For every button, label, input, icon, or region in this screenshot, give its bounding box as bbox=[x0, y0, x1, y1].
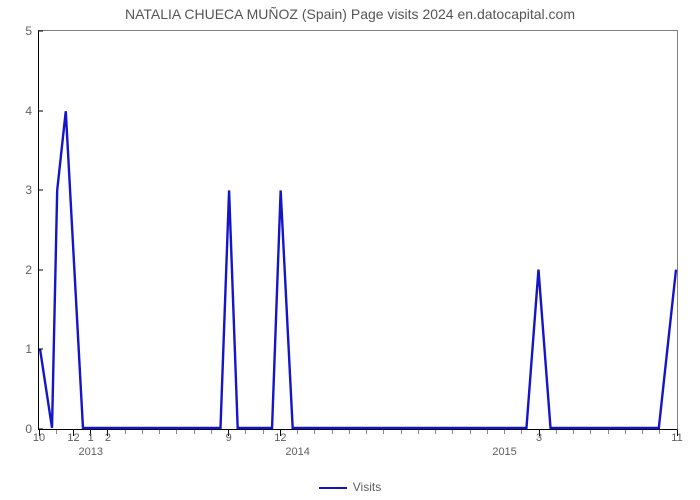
x-tick-label: 1 bbox=[88, 432, 94, 444]
x-tick-label: 10 bbox=[33, 432, 45, 444]
x-minor-tick-mark bbox=[56, 430, 57, 434]
x-minor-tick-mark bbox=[470, 430, 471, 434]
x-minor-tick-mark bbox=[159, 430, 160, 434]
x-minor-tick-mark bbox=[401, 430, 402, 434]
y-tick-mark bbox=[38, 110, 43, 111]
x-minor-tick-mark bbox=[176, 430, 177, 434]
legend-label: Visits bbox=[353, 480, 381, 494]
x-minor-tick-mark bbox=[125, 430, 126, 434]
x-minor-tick-mark bbox=[418, 430, 419, 434]
x-minor-tick-mark bbox=[435, 430, 436, 434]
x-minor-tick-mark bbox=[366, 430, 367, 434]
x-minor-tick-mark bbox=[314, 430, 315, 434]
x-year-label: 2014 bbox=[285, 446, 309, 458]
chart-container: NATALIA CHUECA MUÑOZ (Spain) Page visits… bbox=[0, 0, 700, 500]
y-tick-mark bbox=[38, 190, 43, 191]
x-minor-tick-mark bbox=[521, 430, 522, 434]
y-tick-label: 4 bbox=[0, 104, 32, 118]
x-minor-tick-mark bbox=[349, 430, 350, 434]
x-tick-label: 2 bbox=[105, 432, 111, 444]
x-minor-tick-mark bbox=[573, 430, 574, 434]
legend: Visits bbox=[0, 480, 700, 494]
legend-swatch bbox=[319, 487, 347, 489]
x-minor-tick-mark bbox=[504, 430, 505, 434]
y-tick-label: 5 bbox=[0, 24, 32, 38]
x-minor-tick-mark bbox=[245, 430, 246, 434]
x-year-label: 2015 bbox=[492, 446, 516, 458]
x-tick-label: 3 bbox=[536, 432, 542, 444]
x-year-label: 2013 bbox=[78, 446, 102, 458]
x-minor-tick-mark bbox=[297, 430, 298, 434]
x-minor-tick-mark bbox=[556, 430, 557, 434]
x-tick-label: 9 bbox=[226, 432, 232, 444]
x-minor-tick-mark bbox=[659, 430, 660, 434]
y-tick-label: 3 bbox=[0, 183, 32, 197]
y-tick-mark bbox=[38, 31, 43, 32]
x-minor-tick-mark bbox=[642, 430, 643, 434]
x-minor-tick-mark bbox=[142, 430, 143, 434]
x-minor-tick-mark bbox=[608, 430, 609, 434]
y-tick-mark bbox=[38, 349, 43, 350]
x-minor-tick-mark bbox=[194, 430, 195, 434]
x-minor-tick-mark bbox=[590, 430, 591, 434]
x-minor-tick-mark bbox=[211, 430, 212, 434]
x-minor-tick-mark bbox=[263, 430, 264, 434]
x-tick-label: 11 bbox=[671, 432, 682, 444]
y-tick-label: 2 bbox=[0, 263, 32, 277]
x-tick-label: 12 bbox=[274, 432, 286, 444]
x-minor-tick-mark bbox=[383, 430, 384, 434]
y-tick-label: 0 bbox=[0, 422, 32, 436]
x-minor-tick-mark bbox=[452, 430, 453, 434]
x-tick-label: 12 bbox=[67, 432, 79, 444]
x-minor-tick-mark bbox=[487, 430, 488, 434]
line-series bbox=[39, 31, 677, 429]
chart-title: NATALIA CHUECA MUÑOZ (Spain) Page visits… bbox=[0, 6, 700, 22]
x-minor-tick-mark bbox=[332, 430, 333, 434]
y-tick-mark bbox=[38, 269, 43, 270]
y-tick-label: 1 bbox=[0, 342, 32, 356]
x-minor-tick-mark bbox=[625, 430, 626, 434]
plot-area bbox=[38, 30, 678, 430]
